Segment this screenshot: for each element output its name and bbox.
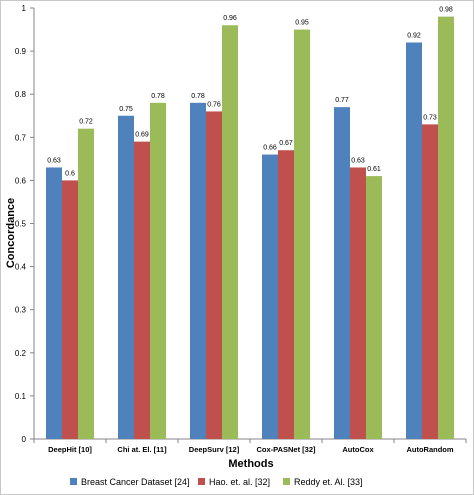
data-label: 0.78 bbox=[191, 93, 205, 100]
bar bbox=[438, 16, 454, 440]
y-tick-label: 0.2 bbox=[15, 349, 27, 358]
y-tick-label: 0.5 bbox=[15, 220, 27, 229]
bar bbox=[190, 102, 206, 439]
data-label: 0.67 bbox=[279, 140, 293, 147]
data-label: 0.75 bbox=[119, 106, 133, 113]
y-tick-label: 0.3 bbox=[15, 306, 27, 315]
bar bbox=[294, 29, 310, 440]
bar bbox=[334, 107, 350, 439]
y-tick-label: 0 bbox=[22, 435, 27, 444]
x-tick-label: DeepSurv [12] bbox=[189, 445, 240, 454]
y-tick-label: 0.4 bbox=[15, 263, 27, 272]
legend-label: Reddy et. Al. [33] bbox=[294, 477, 363, 487]
y-tick-label: 0.7 bbox=[15, 133, 27, 142]
y-tick-label: 0.1 bbox=[15, 392, 27, 401]
x-axis-title: Methods bbox=[228, 458, 273, 470]
data-label: 0.72 bbox=[79, 119, 93, 126]
bar bbox=[46, 167, 62, 439]
bar bbox=[118, 115, 134, 439]
x-tick-label: Cox-PASNet [32] bbox=[256, 445, 316, 454]
legend-swatch bbox=[283, 478, 290, 485]
y-tick-label: 0.6 bbox=[15, 176, 27, 185]
bar bbox=[422, 124, 438, 440]
data-label: 0.73 bbox=[423, 114, 437, 121]
data-label: 0.63 bbox=[47, 157, 61, 164]
data-label: 0.76 bbox=[207, 101, 221, 108]
x-tick-label: AutoCox bbox=[342, 445, 374, 454]
y-tick-label: 0.9 bbox=[15, 47, 27, 56]
x-tick-label: Chi at. El. [11] bbox=[117, 445, 167, 454]
bar bbox=[350, 167, 366, 439]
bar bbox=[150, 102, 166, 439]
data-label: 0.96 bbox=[223, 15, 237, 22]
data-label: 0.95 bbox=[295, 20, 309, 27]
bar bbox=[278, 150, 294, 440]
legend: Breast Cancer Dataset [24] Hao. et. al. [… bbox=[70, 477, 363, 487]
legend-swatch bbox=[70, 478, 77, 485]
y-tick-label: 0.8 bbox=[15, 90, 27, 99]
data-label: 0.6 bbox=[65, 170, 75, 177]
y-tick-label: 1 bbox=[22, 4, 27, 13]
x-tick-label: DeepHit [10] bbox=[48, 445, 92, 454]
data-label: 0.66 bbox=[263, 145, 277, 152]
bar bbox=[366, 176, 382, 439]
bar bbox=[78, 128, 94, 439]
bars bbox=[46, 16, 454, 440]
data-labels: 0.630.60.720.750.690.78 0.780.760.960.660… bbox=[47, 7, 453, 178]
y-axis: 0 0.1 0.2 0.3 0.4 0.5 0.6 0.7 0.8 0.9 1 bbox=[15, 4, 35, 444]
bar bbox=[222, 25, 238, 440]
bar bbox=[62, 180, 78, 439]
bar bbox=[262, 154, 278, 440]
bar bbox=[134, 141, 150, 440]
bar bbox=[406, 42, 422, 439]
data-label: 0.63 bbox=[351, 157, 365, 164]
data-label: 0.61 bbox=[367, 166, 381, 173]
y-axis-title: Concordance bbox=[5, 198, 17, 268]
legend-label: Hao. et. al. [32] bbox=[209, 477, 270, 487]
x-tick-label: AutoRandom bbox=[406, 445, 453, 454]
data-label: 0.92 bbox=[407, 32, 421, 39]
data-label: 0.78 bbox=[151, 93, 165, 100]
legend-swatch bbox=[198, 478, 205, 485]
x-axis: DeepHit [10] Chi at. El. [11] DeepSurv [12… bbox=[33, 438, 467, 454]
data-label: 0.77 bbox=[335, 97, 349, 104]
data-label: 0.69 bbox=[135, 132, 149, 139]
data-label: 0.98 bbox=[439, 7, 453, 14]
bar bbox=[206, 111, 222, 439]
legend-label: Breast Cancer Dataset [24] bbox=[81, 477, 190, 487]
